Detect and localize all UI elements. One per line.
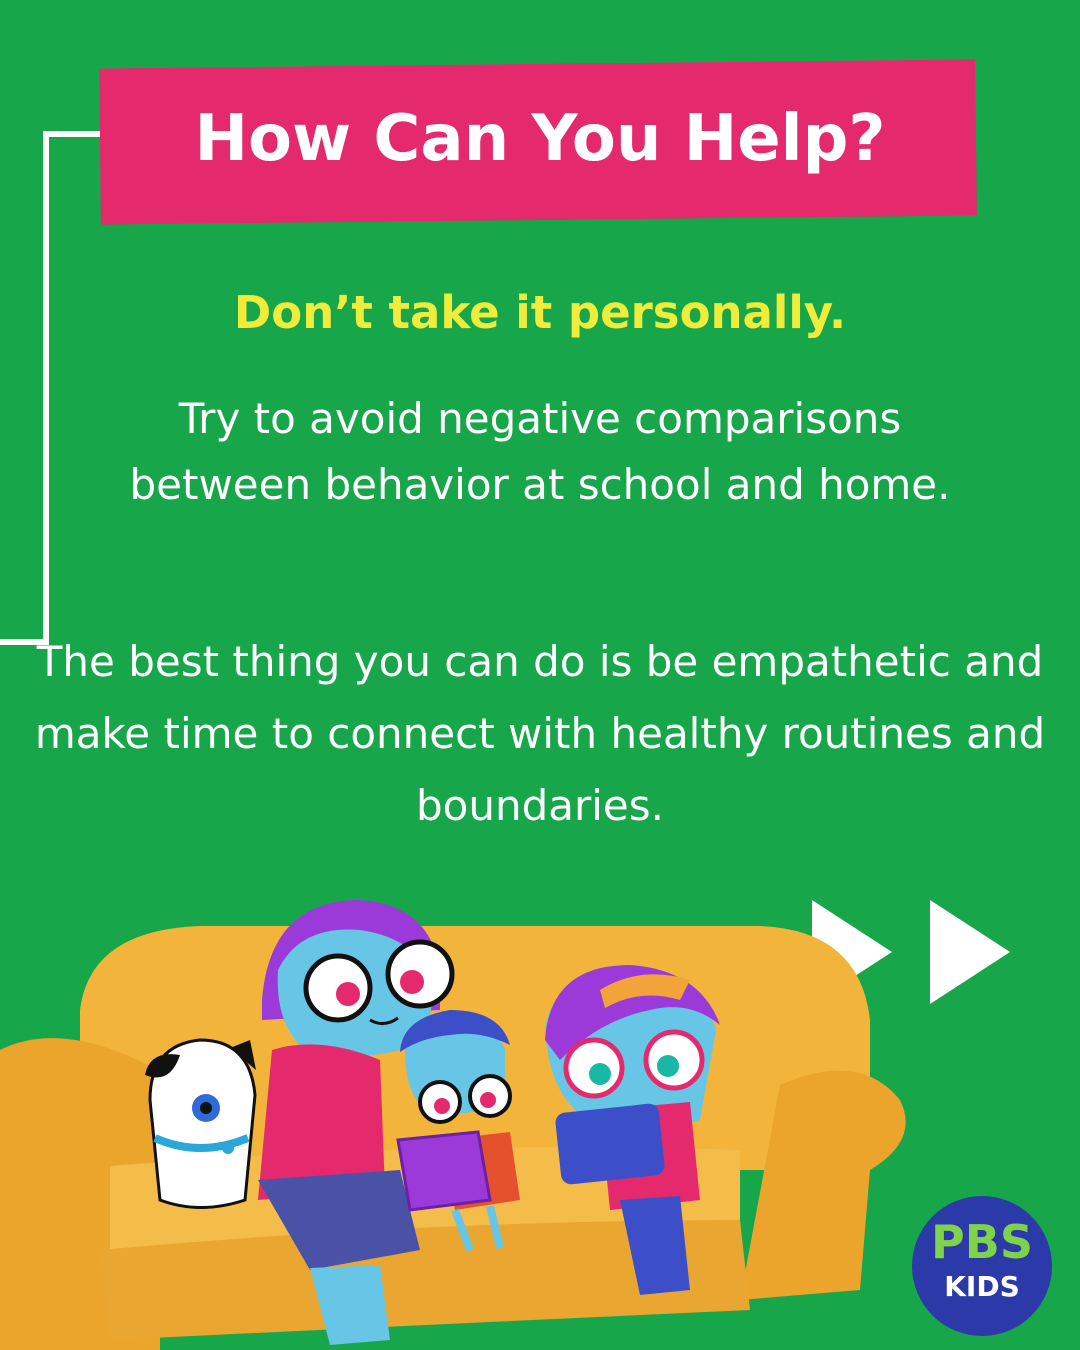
- paragraph-empathy: The best thing you can do is be empathet…: [34, 637, 1046, 830]
- subheading: Don’t take it personally.: [233, 286, 847, 339]
- couch-right-arm: [740, 1070, 906, 1300]
- toddler-figure: [396, 1010, 520, 1252]
- couch-base: [100, 1220, 750, 1340]
- pbs-kids-logo: PBS KIDS: [912, 1196, 1052, 1336]
- logo-kids-text: KIDS: [944, 1270, 1020, 1303]
- child-figure: [545, 965, 720, 1295]
- family-couch-illustration: [0, 900, 906, 1350]
- logo-pbs-text: PBS: [931, 1215, 1033, 1269]
- dog-figure: [145, 1038, 257, 1209]
- parent-figure: [258, 900, 455, 1345]
- paragraph-comparisons: Try to avoid negative comparisons betwee…: [129, 394, 951, 509]
- page-title: How Can You Help?: [194, 102, 886, 176]
